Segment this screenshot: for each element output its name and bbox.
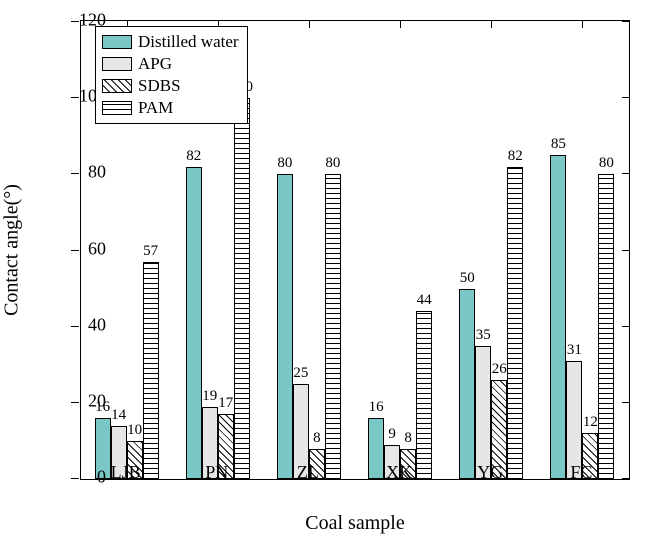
bar-label: 80 xyxy=(277,155,292,172)
bar-label: 25 xyxy=(293,365,308,382)
ytick-label: 0 xyxy=(97,467,106,488)
ytick-label: 20 xyxy=(88,390,106,411)
xtick-label: YG xyxy=(477,462,503,483)
legend-swatch xyxy=(102,35,132,49)
bar-label: 9 xyxy=(388,426,396,443)
legend-label: SDBS xyxy=(138,76,181,96)
legend-swatch xyxy=(102,101,132,115)
bar-label: 8 xyxy=(404,430,412,447)
chart-wrap: 1614105782191710080258801698445035268285… xyxy=(0,0,664,553)
ytick xyxy=(71,326,79,327)
legend-row: APG xyxy=(102,53,239,75)
ytick xyxy=(622,173,630,174)
bar-apg xyxy=(475,346,491,479)
bar-pam xyxy=(234,98,250,479)
ytick-label: 40 xyxy=(88,314,106,335)
ytick xyxy=(622,97,630,98)
ytick xyxy=(71,402,79,403)
bar-label: 82 xyxy=(186,148,201,165)
bar-label: 80 xyxy=(325,155,340,172)
xtick xyxy=(400,20,401,28)
bar-label: 80 xyxy=(599,155,614,172)
ytick xyxy=(71,478,79,479)
legend-swatch xyxy=(102,79,132,93)
bar-label: 44 xyxy=(417,292,432,309)
ytick xyxy=(622,21,630,22)
bar-label: 19 xyxy=(202,388,217,405)
bar-label: 12 xyxy=(583,414,598,431)
xtick-label: LJB xyxy=(111,462,141,483)
bar-label: 16 xyxy=(369,399,384,416)
y-axis-label: Contact angle(°) xyxy=(1,184,24,316)
legend-row: Distilled water xyxy=(102,31,239,53)
bar-label: 57 xyxy=(143,243,158,260)
ytick xyxy=(622,250,630,251)
bar-label: 8 xyxy=(313,430,321,447)
bar-dw xyxy=(186,167,202,479)
legend-row: PAM xyxy=(102,97,239,119)
legend-label: PAM xyxy=(138,98,173,118)
bar-label: 82 xyxy=(508,148,523,165)
bar-label: 35 xyxy=(476,327,491,344)
ytick xyxy=(71,173,79,174)
legend-row: SDBS xyxy=(102,75,239,97)
bar-dw xyxy=(459,289,475,479)
xtick-label: FC xyxy=(570,462,592,483)
ytick xyxy=(71,97,79,98)
xtick xyxy=(491,20,492,28)
bar-label: 17 xyxy=(218,395,233,412)
bar-pam xyxy=(507,167,523,479)
bar-pam xyxy=(598,174,614,479)
ytick-label: 60 xyxy=(88,238,106,259)
ytick xyxy=(71,21,79,22)
xtick-label: ZL xyxy=(297,462,319,483)
bar-label: 10 xyxy=(127,422,142,439)
bar-label: 14 xyxy=(111,407,126,424)
x-axis-label: Coal sample xyxy=(305,512,404,535)
bar-label: 26 xyxy=(492,361,507,378)
legend-label: APG xyxy=(138,54,172,74)
bar-pam xyxy=(143,262,159,479)
bar-label: 50 xyxy=(460,270,475,287)
xtick xyxy=(582,20,583,28)
bar-pam xyxy=(416,311,432,479)
ytick xyxy=(622,326,630,327)
bar-dw xyxy=(277,174,293,479)
legend-label: Distilled water xyxy=(138,32,239,52)
xtick-label: PN xyxy=(205,462,228,483)
bar-dw xyxy=(368,418,384,479)
xtick-label: XK xyxy=(386,462,412,483)
bar-dw xyxy=(550,155,566,479)
xtick xyxy=(309,20,310,28)
bar-label: 85 xyxy=(551,136,566,153)
legend: Distilled waterAPGSDBSPAM xyxy=(95,26,248,124)
bar-label: 31 xyxy=(567,342,582,359)
ytick xyxy=(622,402,630,403)
ytick xyxy=(622,478,630,479)
ytick xyxy=(71,250,79,251)
legend-swatch xyxy=(102,57,132,71)
bar-pam xyxy=(325,174,341,479)
ytick-label: 80 xyxy=(88,162,106,183)
